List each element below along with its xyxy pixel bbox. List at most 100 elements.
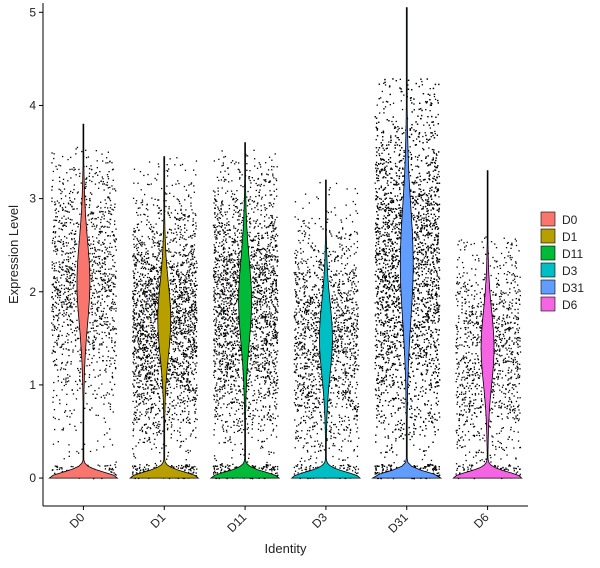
cell-point <box>275 178 277 180</box>
cell-point <box>73 248 75 250</box>
cell-point <box>67 377 69 379</box>
cell-point <box>237 422 239 424</box>
cell-point <box>153 369 156 371</box>
cell-point <box>95 414 97 416</box>
cell-point <box>112 303 114 305</box>
cell-point <box>150 352 153 354</box>
cell-point <box>133 282 135 284</box>
cell-point <box>140 253 143 256</box>
cell-point <box>230 290 232 292</box>
cell-point <box>150 321 152 323</box>
cell-point <box>149 384 151 386</box>
cell-point <box>250 182 252 184</box>
cell-point <box>161 407 164 409</box>
cell-point <box>133 243 135 246</box>
cell-point <box>192 430 194 432</box>
cell-point <box>173 361 176 363</box>
cell-point <box>57 240 59 242</box>
cell-point <box>100 180 102 182</box>
cell-point <box>59 180 61 183</box>
cell-point <box>156 269 158 272</box>
cell-point <box>174 348 176 351</box>
cell-point <box>77 369 80 372</box>
cell-point <box>90 218 93 220</box>
cell-point <box>69 284 71 286</box>
cell-point <box>173 399 175 401</box>
cell-point <box>181 163 184 166</box>
cell-point <box>195 280 197 282</box>
cell-point <box>93 478 95 480</box>
cell-point <box>167 213 169 215</box>
cell-point <box>158 248 160 250</box>
cell-point <box>67 287 69 289</box>
cell-point <box>174 288 176 290</box>
cell-point <box>231 258 233 260</box>
cell-point <box>178 182 180 185</box>
cell-point <box>111 468 113 471</box>
cell-point <box>158 346 160 349</box>
cell-point <box>109 207 112 209</box>
cell-point <box>175 286 178 288</box>
cell-point <box>90 278 92 280</box>
cell-point <box>160 249 163 251</box>
cell-point <box>180 353 183 355</box>
cell-point <box>181 322 183 324</box>
cell-point <box>133 395 135 397</box>
cell-point <box>66 276 68 278</box>
cell-point <box>260 353 263 355</box>
cell-point <box>148 465 150 467</box>
cell-point <box>272 468 274 470</box>
cell-point <box>65 270 67 272</box>
cell-point <box>112 411 114 413</box>
cell-point <box>185 291 187 293</box>
cell-point <box>65 218 67 220</box>
cell-point <box>68 334 70 336</box>
cell-point <box>134 347 136 350</box>
cell-point <box>93 296 96 299</box>
cell-point <box>62 293 65 295</box>
cell-point <box>138 275 141 278</box>
cell-point <box>272 393 274 395</box>
cell-point <box>148 297 150 299</box>
cell-point <box>195 214 197 216</box>
cell-point <box>167 262 169 264</box>
cell-point <box>248 200 250 202</box>
cell-point <box>272 225 274 227</box>
cell-point <box>195 472 197 474</box>
cell-point <box>52 308 54 310</box>
cell-point <box>141 413 143 415</box>
cell-point <box>272 430 274 432</box>
cell-point <box>172 371 174 374</box>
cell-point <box>187 292 189 295</box>
cell-point <box>269 277 271 279</box>
cell-point <box>59 220 61 222</box>
cell-point <box>138 229 140 231</box>
cell-point <box>139 325 142 327</box>
cell-point <box>157 362 159 364</box>
cell-point <box>193 315 195 317</box>
cell-point <box>275 280 278 282</box>
cell-point <box>69 204 72 206</box>
cell-point <box>136 239 139 241</box>
cell-point <box>88 376 90 378</box>
cell-point <box>192 361 194 364</box>
cell-point <box>195 350 197 352</box>
cell-point <box>181 365 183 367</box>
cell-point <box>94 303 96 305</box>
cell-point <box>177 212 179 215</box>
cell-point <box>157 241 159 243</box>
cell-point <box>184 318 186 320</box>
cell-point <box>91 305 93 307</box>
cell-point <box>185 464 187 466</box>
cell-point <box>179 373 181 376</box>
cell-point <box>154 330 156 332</box>
cell-point <box>215 306 217 308</box>
cell-point <box>178 310 180 312</box>
cell-point <box>257 288 259 290</box>
cell-point <box>140 304 143 306</box>
cell-point <box>53 270 55 272</box>
cell-point <box>252 414 254 416</box>
cell-point <box>226 375 228 378</box>
cell-point <box>104 199 106 201</box>
